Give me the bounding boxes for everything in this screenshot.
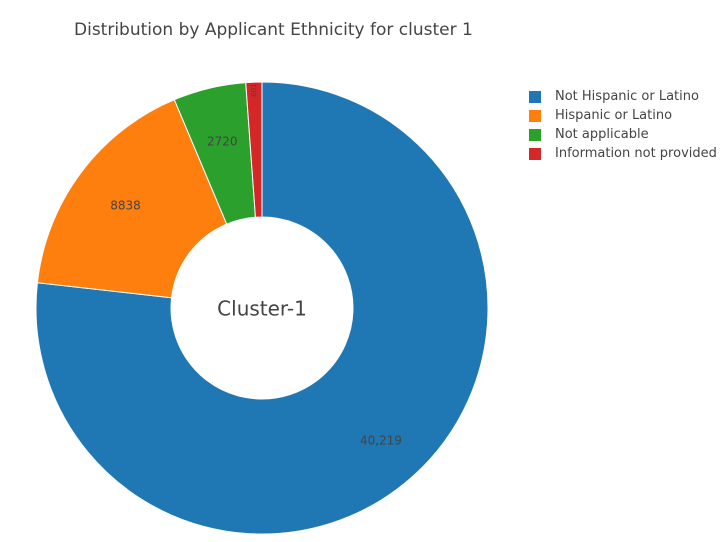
slice-not-hispanic-or-latino[interactable] [35, 81, 489, 535]
legend-item[interactable]: Information not provided [529, 144, 717, 163]
slice-value-label: 601 [250, 83, 258, 97]
chart-title: Distribution by Applicant Ethnicity for … [74, 20, 473, 40]
slice-hispanic-or-latino[interactable] [36, 99, 228, 299]
legend-label: Information not provided [555, 146, 717, 161]
legend-label: Hispanic or Latino [555, 108, 673, 123]
slice-value-label: 40,219 [360, 434, 402, 448]
legend-label: Not applicable [555, 127, 649, 142]
legend-item[interactable]: Hispanic or Latino [529, 106, 717, 125]
legend-item[interactable]: Not applicable [529, 125, 717, 144]
slice-value-label: 2720 [207, 135, 238, 149]
legend-label: Not Hispanic or Latino [555, 89, 699, 104]
slice-information-not-provided[interactable] [245, 81, 263, 218]
legend: Not Hispanic or Latino Hispanic or Latino… [529, 87, 717, 163]
legend-swatch [529, 109, 541, 122]
legend-swatch [529, 128, 541, 141]
slice-value-label: 8838 [110, 198, 141, 212]
legend-swatch [529, 147, 541, 160]
legend-item[interactable]: Not Hispanic or Latino [529, 87, 717, 106]
legend-swatch [529, 90, 541, 103]
center-label: Cluster-1 [217, 297, 307, 321]
